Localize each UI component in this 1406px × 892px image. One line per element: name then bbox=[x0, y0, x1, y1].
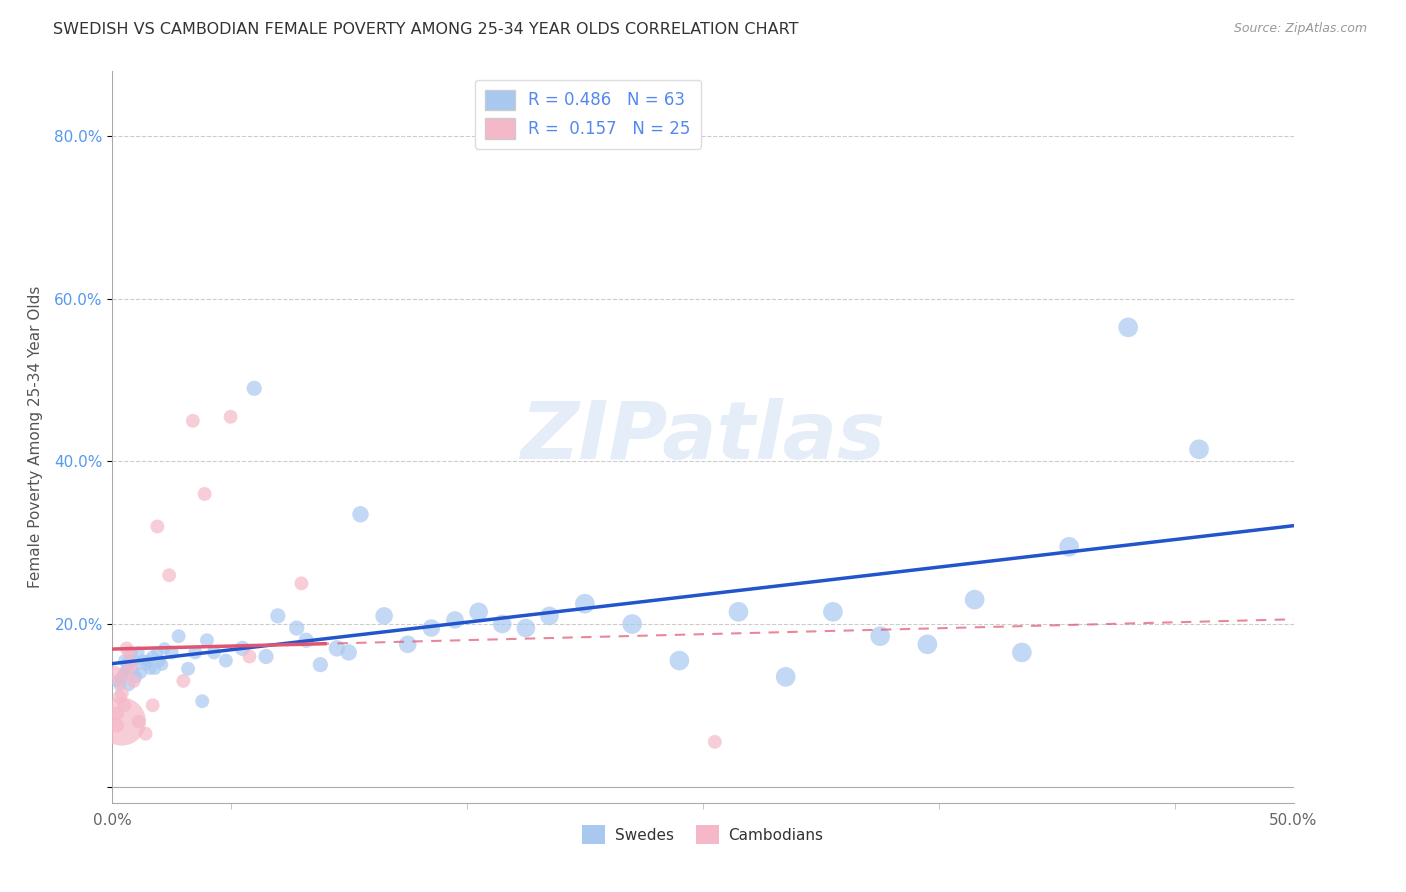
Point bbox=[127, 645, 149, 659]
Point bbox=[111, 714, 134, 729]
Point bbox=[115, 641, 138, 656]
Point bbox=[135, 657, 157, 672]
Point bbox=[142, 698, 165, 713]
Point bbox=[142, 649, 165, 664]
Point bbox=[132, 654, 155, 668]
Point bbox=[326, 641, 349, 656]
Y-axis label: Female Poverty Among 25-34 Year Olds: Female Poverty Among 25-34 Year Olds bbox=[28, 286, 44, 588]
Point bbox=[703, 735, 725, 749]
Point bbox=[181, 414, 204, 428]
Point bbox=[108, 690, 131, 705]
Point bbox=[118, 654, 141, 668]
Point bbox=[125, 670, 148, 684]
Point bbox=[1116, 320, 1139, 334]
Point bbox=[194, 487, 217, 501]
Text: Source: ZipAtlas.com: Source: ZipAtlas.com bbox=[1233, 22, 1367, 36]
Point bbox=[538, 608, 561, 623]
Point bbox=[115, 665, 138, 680]
Point bbox=[215, 654, 238, 668]
Point bbox=[231, 641, 253, 656]
Point bbox=[112, 698, 135, 713]
Point bbox=[668, 654, 690, 668]
Point bbox=[167, 629, 190, 643]
Point bbox=[157, 568, 180, 582]
Text: ZIPatlas: ZIPatlas bbox=[520, 398, 886, 476]
Point bbox=[146, 519, 169, 533]
Point bbox=[115, 662, 138, 676]
Point bbox=[191, 694, 214, 708]
Point bbox=[105, 673, 128, 688]
Point bbox=[869, 629, 891, 643]
Point bbox=[104, 665, 127, 680]
Point bbox=[491, 617, 513, 632]
Point bbox=[267, 608, 290, 623]
Point bbox=[135, 727, 157, 741]
Point bbox=[108, 678, 131, 692]
Point bbox=[337, 645, 360, 659]
Point bbox=[108, 673, 131, 688]
Point bbox=[219, 409, 242, 424]
Point bbox=[202, 645, 225, 659]
Point bbox=[149, 654, 172, 668]
Point bbox=[574, 597, 596, 611]
Point bbox=[238, 649, 260, 664]
Point bbox=[515, 621, 537, 635]
Point bbox=[143, 662, 166, 676]
Point bbox=[111, 686, 134, 700]
Point bbox=[160, 645, 183, 659]
Point bbox=[146, 645, 169, 659]
Point bbox=[112, 665, 135, 680]
Point bbox=[139, 662, 162, 676]
Point bbox=[775, 670, 797, 684]
Point bbox=[467, 605, 489, 619]
Point bbox=[177, 662, 200, 676]
Point bbox=[349, 508, 371, 522]
Point bbox=[290, 576, 312, 591]
Point bbox=[172, 673, 194, 688]
Point bbox=[122, 654, 145, 668]
Point bbox=[129, 665, 152, 680]
Point bbox=[295, 633, 318, 648]
Point bbox=[1011, 645, 1033, 659]
Point bbox=[184, 645, 207, 659]
Point bbox=[195, 633, 218, 648]
Point bbox=[396, 637, 419, 651]
Point bbox=[150, 657, 173, 672]
Point bbox=[136, 654, 159, 668]
Point bbox=[105, 718, 128, 732]
Point bbox=[111, 670, 134, 684]
Point bbox=[122, 673, 145, 688]
Point bbox=[444, 613, 467, 627]
Point bbox=[285, 621, 308, 635]
Point bbox=[621, 617, 644, 632]
Text: SWEDISH VS CAMBODIAN FEMALE POVERTY AMONG 25-34 YEAR OLDS CORRELATION CHART: SWEDISH VS CAMBODIAN FEMALE POVERTY AMON… bbox=[53, 22, 799, 37]
Point bbox=[153, 641, 176, 656]
Point bbox=[243, 381, 266, 395]
Point bbox=[122, 662, 145, 676]
Point bbox=[105, 706, 128, 721]
Point bbox=[254, 649, 277, 664]
Point bbox=[727, 605, 749, 619]
Point bbox=[373, 608, 395, 623]
Point bbox=[1057, 540, 1080, 554]
Point bbox=[118, 678, 141, 692]
Point bbox=[127, 714, 149, 729]
Point bbox=[821, 605, 844, 619]
Point bbox=[309, 657, 332, 672]
Point bbox=[420, 621, 443, 635]
Point bbox=[917, 637, 939, 651]
Point bbox=[120, 657, 142, 672]
Point bbox=[112, 654, 135, 668]
Point bbox=[118, 645, 141, 659]
Point bbox=[120, 645, 142, 659]
Point bbox=[1188, 442, 1211, 457]
Legend: Swedes, Cambodians: Swedes, Cambodians bbox=[576, 819, 830, 850]
Point bbox=[963, 592, 986, 607]
